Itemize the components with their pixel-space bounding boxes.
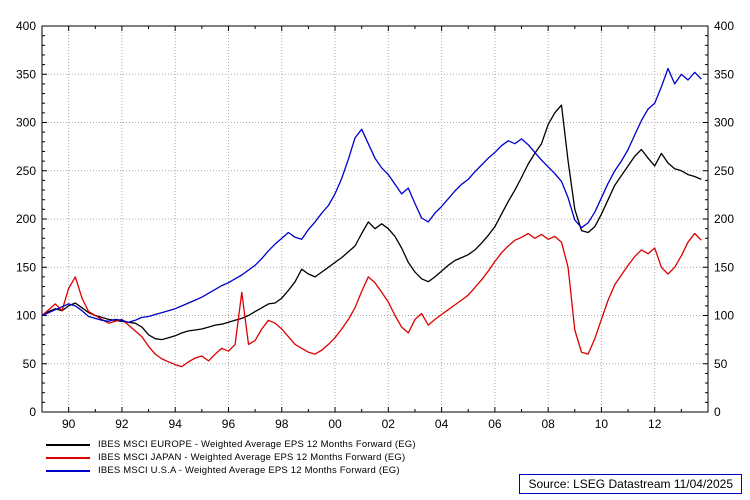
legend-item-europe: IBES MSCI EUROPE - Weighted Average EPS … — [46, 438, 416, 451]
svg-text:00: 00 — [328, 417, 342, 431]
svg-text:350: 350 — [714, 67, 734, 81]
svg-text:08: 08 — [541, 417, 555, 431]
legend-label-usa: IBES MSCI U.S.A - Weighted Average EPS 1… — [98, 465, 400, 476]
svg-text:400: 400 — [714, 19, 734, 33]
legend-line-europe — [46, 443, 90, 446]
svg-text:10: 10 — [595, 417, 609, 431]
legend-line-usa — [46, 469, 90, 472]
svg-text:96: 96 — [222, 417, 236, 431]
svg-text:04: 04 — [435, 417, 449, 431]
svg-text:300: 300 — [714, 116, 734, 130]
svg-text:0: 0 — [714, 405, 721, 419]
legend-label-europe: IBES MSCI EUROPE - Weighted Average EPS … — [98, 439, 416, 450]
source-attribution: Source: LSEG Datastream 11/04/2025 — [519, 474, 742, 494]
svg-text:250: 250 — [16, 164, 36, 178]
svg-text:50: 50 — [714, 357, 728, 371]
chart-legend: IBES MSCI EUROPE - Weighted Average EPS … — [46, 438, 416, 477]
svg-text:100: 100 — [714, 309, 734, 323]
legend-item-usa: IBES MSCI U.S.A - Weighted Average EPS 1… — [46, 464, 416, 477]
svg-text:250: 250 — [714, 164, 734, 178]
legend-line-japan — [46, 456, 90, 459]
svg-text:92: 92 — [115, 417, 129, 431]
svg-text:200: 200 — [16, 212, 36, 226]
svg-text:12: 12 — [648, 417, 662, 431]
svg-text:200: 200 — [714, 212, 734, 226]
svg-text:300: 300 — [16, 116, 36, 130]
svg-text:50: 50 — [23, 357, 37, 371]
svg-text:0: 0 — [29, 405, 36, 419]
svg-text:94: 94 — [169, 417, 183, 431]
legend-label-japan: IBES MSCI JAPAN - Weighted Average EPS 1… — [98, 452, 406, 463]
svg-text:90: 90 — [62, 417, 76, 431]
svg-text:100: 100 — [16, 309, 36, 323]
svg-text:02: 02 — [382, 417, 396, 431]
svg-text:98: 98 — [275, 417, 289, 431]
source-text: Source: LSEG Datastream 11/04/2025 — [528, 477, 733, 491]
svg-text:06: 06 — [488, 417, 502, 431]
svg-text:400: 400 — [16, 19, 36, 33]
legend-item-japan: IBES MSCI JAPAN - Weighted Average EPS 1… — [46, 451, 416, 464]
svg-text:350: 350 — [16, 67, 36, 81]
svg-text:150: 150 — [16, 260, 36, 274]
svg-text:150: 150 — [714, 260, 734, 274]
